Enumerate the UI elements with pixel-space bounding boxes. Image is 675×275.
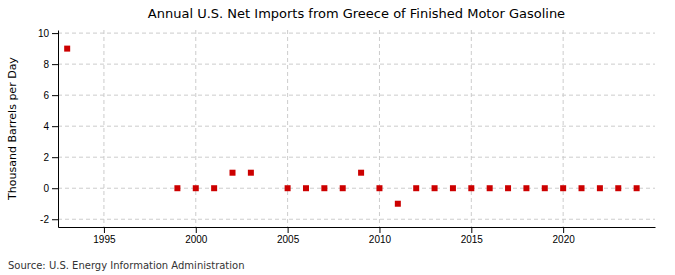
- point: [340, 185, 346, 191]
- point: [230, 170, 236, 176]
- x-tick: 2000: [185, 227, 208, 245]
- point: [560, 185, 566, 191]
- x-grid-line: [103, 30, 104, 227]
- x-tick-mark: [288, 227, 289, 233]
- point: [505, 185, 511, 191]
- y-grid-line: [58, 157, 655, 158]
- x-tick: 2005: [277, 227, 300, 245]
- y-tick-mark: [52, 33, 58, 34]
- y-tick-label: 10: [38, 28, 50, 39]
- point: [432, 185, 438, 191]
- x-grid-line: [195, 30, 196, 227]
- title: Annual U.S. Net Imports from Greece of F…: [148, 6, 565, 21]
- x-tick-label: 2005: [277, 234, 300, 245]
- x-tick-mark: [104, 227, 105, 233]
- point: [413, 185, 419, 191]
- y-grid-line: [58, 219, 655, 220]
- y-tick: 0: [43, 183, 58, 194]
- point: [579, 185, 585, 191]
- y-axis-title: Thousand Barrels per Day: [6, 57, 19, 201]
- point: [487, 185, 493, 191]
- point: [615, 185, 621, 191]
- y-tick-mark: [52, 126, 58, 127]
- y-tick: 6: [43, 90, 58, 101]
- x-tick-label: 2010: [369, 234, 392, 245]
- x-grid-line: [563, 30, 564, 227]
- y-tick: 2: [43, 152, 58, 163]
- y-tick-label: 2: [43, 152, 49, 163]
- x-tick-mark: [196, 227, 197, 233]
- grid: [58, 30, 655, 227]
- point: [523, 185, 529, 191]
- y-axis-line: [58, 31, 59, 228]
- y-tick-label: 4: [43, 121, 49, 132]
- chart-container: 1995 2000 2005 2010 2015 2020 -2 0 2 4 6 8 10 Annual …: [0, 0, 675, 275]
- y-tick-label: 8: [43, 59, 49, 70]
- point: [376, 185, 382, 191]
- y-grid-line: [58, 126, 655, 127]
- y-tick: 8: [43, 59, 58, 70]
- y-tick-mark: [52, 219, 58, 220]
- x-tick-mark: [379, 227, 380, 233]
- y-tick: -2: [40, 214, 58, 225]
- point: [174, 185, 180, 191]
- point: [597, 185, 603, 191]
- y-tick-label: 6: [43, 90, 49, 101]
- x-tick-label: 2020: [553, 234, 576, 245]
- y-tick-mark: [52, 64, 58, 65]
- point: [321, 185, 327, 191]
- plot-area: 1995 2000 2005 2010 2015 2020 -2 0 2 4 6 8 10: [38, 28, 656, 245]
- point: [358, 170, 364, 176]
- y-grid-line: [58, 33, 655, 34]
- y-tick: 10: [38, 28, 58, 39]
- y-tick: 4: [43, 121, 58, 132]
- point: [193, 185, 199, 191]
- points: [64, 46, 639, 207]
- x-axis: 1995 2000 2005 2010 2015 2020: [59, 227, 656, 245]
- point: [634, 185, 640, 191]
- point: [468, 185, 474, 191]
- x-grid-line: [379, 30, 380, 227]
- chart: 1995 2000 2005 2010 2015 2020 -2 0 2 4 6 8 10 Annual …: [0, 0, 675, 275]
- point: [285, 185, 291, 191]
- y-axis: -2 0 2 4 6 8 10: [38, 28, 59, 228]
- y-tick-mark: [52, 188, 58, 189]
- y-tick-label: 0: [43, 183, 49, 194]
- point: [211, 185, 217, 191]
- point: [395, 201, 401, 207]
- point: [542, 185, 548, 191]
- x-tick: 1995: [93, 227, 116, 245]
- y-grid-line: [58, 64, 655, 65]
- point: [64, 46, 70, 52]
- y-tick-mark: [52, 95, 58, 96]
- point: [303, 185, 309, 191]
- x-tick-label: 2000: [185, 234, 208, 245]
- y-tick-label: -2: [40, 214, 49, 225]
- point: [450, 185, 456, 191]
- x-tick-mark: [471, 227, 472, 233]
- x-tick-label: 1995: [93, 234, 116, 245]
- x-grid-line: [287, 30, 288, 227]
- x-tick-label: 2015: [461, 234, 484, 245]
- x-grid-line: [471, 30, 472, 227]
- point: [248, 170, 254, 176]
- x-axis-line: [59, 227, 656, 228]
- x-tick: 2020: [553, 227, 576, 245]
- x-tick: 2015: [461, 227, 484, 245]
- y-grid-line: [58, 95, 655, 96]
- annotation: Source: U.S. Energy Information Administ…: [8, 260, 245, 271]
- x-tick-mark: [563, 227, 564, 233]
- x-tick: 2010: [369, 227, 392, 245]
- y-tick-mark: [52, 157, 58, 158]
